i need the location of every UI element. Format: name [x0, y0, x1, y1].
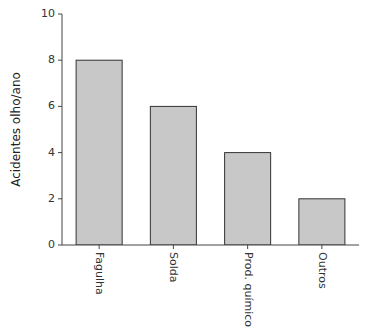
chart-svg: 0 2 4 6 8 10 Acidentes olho/ano Fagulha Solda Pro… [0, 0, 371, 333]
y-tick-label: 10 [41, 7, 55, 20]
x-tick-label: Prod. químico [242, 252, 255, 327]
bar [225, 153, 271, 245]
bar [76, 60, 122, 245]
y-axis-label: Acidentes olho/ano [9, 72, 23, 187]
y-tick-label: 0 [48, 238, 55, 251]
x-tick [99, 245, 100, 249]
x-tick-label: Solda [167, 252, 180, 283]
bar [299, 199, 345, 245]
y-tick [58, 198, 62, 199]
y-tick-label: 4 [48, 146, 55, 159]
y-tick [58, 60, 62, 61]
y-tick [58, 14, 62, 15]
bars [76, 60, 345, 245]
x-tick-label: Fagulha [93, 252, 106, 295]
y-tick [58, 245, 62, 246]
y-tick-label: 8 [48, 53, 55, 66]
y-tick-label: 2 [48, 192, 55, 205]
y-axis-line [62, 14, 63, 245]
chart-container: 0 2 4 6 8 10 Acidentes olho/ano Fagulha Solda Pro… [0, 0, 371, 333]
x-tick [173, 245, 174, 249]
y-tick [58, 106, 62, 107]
x-tick [247, 245, 248, 249]
bar [150, 106, 196, 245]
x-tick [321, 245, 322, 249]
x-tick-label: Outros [316, 252, 329, 289]
x-axis-line [62, 245, 359, 246]
y-tick-label: 6 [48, 99, 55, 112]
y-tick [58, 152, 62, 153]
